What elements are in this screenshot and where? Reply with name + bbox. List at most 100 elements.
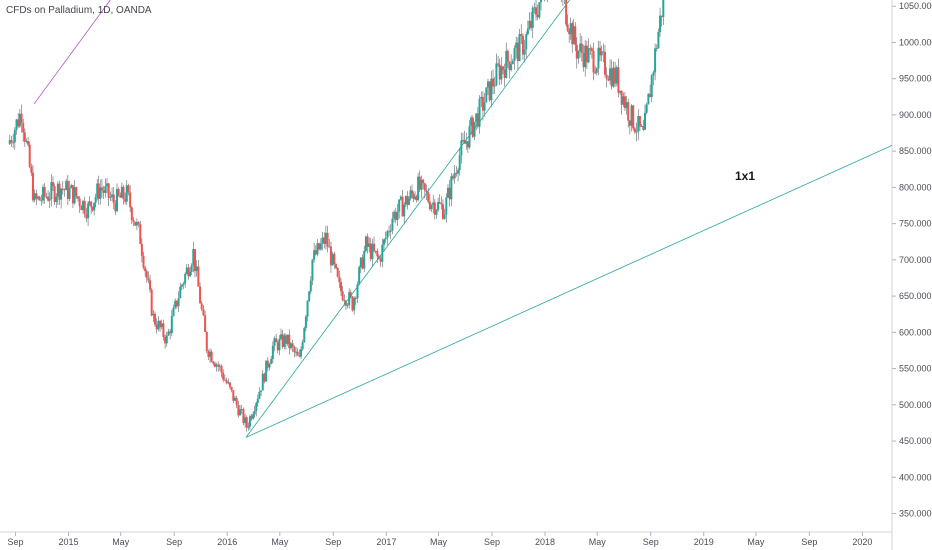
candle-body [344,301,347,306]
candle-body [12,142,15,144]
candle-body [291,343,294,348]
candle-body [319,243,322,250]
candle-body [458,155,461,171]
candle-body [356,284,359,299]
y-tick-label: 1050.000 [899,1,932,11]
candle-body [164,336,167,344]
candle-body [125,185,128,202]
candle-body [174,300,177,308]
candle-body [366,236,369,247]
candle-body [614,67,617,84]
candle-body [341,291,344,301]
candle-body [595,68,598,73]
candle-body [516,42,519,62]
candle-body [71,185,74,204]
candle-body [396,211,399,221]
candle-body [501,66,504,70]
candle-body [157,320,160,330]
candle-body [265,360,268,382]
candle-body [132,220,135,222]
candle-body [353,298,356,311]
candle-body [318,243,321,250]
candle-body [354,298,357,300]
candle-body [222,372,225,380]
candle-body [43,186,46,197]
candle-body [584,45,587,68]
candle-body [652,72,655,76]
candle-body [220,365,223,373]
candle-body [184,273,187,284]
candle-body [36,196,39,199]
candle-body [571,23,574,45]
candle-body [91,206,94,211]
candle-body [82,200,85,211]
candle-body [369,243,372,260]
candle-body [179,286,182,299]
candle-body [505,50,508,78]
candle-body [351,296,354,311]
candle-body [207,351,210,357]
candle-body [212,361,215,364]
candle-body [531,7,534,28]
candle-body [428,201,431,210]
candle-body [336,267,339,277]
candle-body [500,66,503,80]
candle-body [197,266,200,287]
candle-body [594,72,597,74]
candle-body [520,34,523,36]
candle-body [373,243,376,251]
purple-trend-line[interactable] [33,0,428,105]
candle-body [31,172,34,201]
candle-body [261,373,264,391]
candle-body [513,48,516,61]
candle-body [155,324,158,330]
candle-body [185,267,188,274]
candle-body [492,78,495,87]
candle-body [308,291,311,301]
y-tick-label: 850.000 [899,146,932,156]
candle-body [657,31,660,49]
candle-body [273,338,276,346]
candle-body [364,236,367,251]
candle-body [329,246,332,266]
candle-body [169,331,172,334]
candle-body [22,123,25,133]
candle-body [159,320,162,328]
y-tick-label: 500.000 [899,400,932,410]
candle-body [230,386,233,391]
candle-body [233,397,236,401]
candle-body [190,265,193,272]
x-tick-label: May [747,537,765,547]
candle-body [209,351,212,357]
candle-body [244,417,247,424]
x-tick-label: Sep [484,537,500,547]
candle-body [114,203,117,212]
candle-body [75,187,78,197]
candle-body [10,140,13,143]
y-tick-label: 950.000 [899,74,932,84]
candle-body [599,47,602,56]
candle-body [530,20,533,28]
candle-body [643,112,646,130]
fan-line-1x1[interactable] [245,144,893,438]
candle-body [189,271,192,277]
candle-body [149,280,152,290]
fan-line-upper[interactable] [245,0,892,438]
candle-body [225,380,228,384]
candle-body [25,140,28,142]
candle-body [443,214,446,219]
candle-body [324,232,327,244]
candle-body [649,93,652,98]
candle-body [235,397,238,405]
candle-body [202,309,205,316]
candle-body [386,231,389,239]
candle-body [134,221,137,226]
x-tick-label: Sep [166,537,182,547]
candle-body [200,303,203,310]
candles [8,0,665,432]
candle-body [102,190,105,193]
x-tick-label: Sep [7,537,23,547]
candle-body [116,188,118,212]
candle-body [335,264,338,268]
